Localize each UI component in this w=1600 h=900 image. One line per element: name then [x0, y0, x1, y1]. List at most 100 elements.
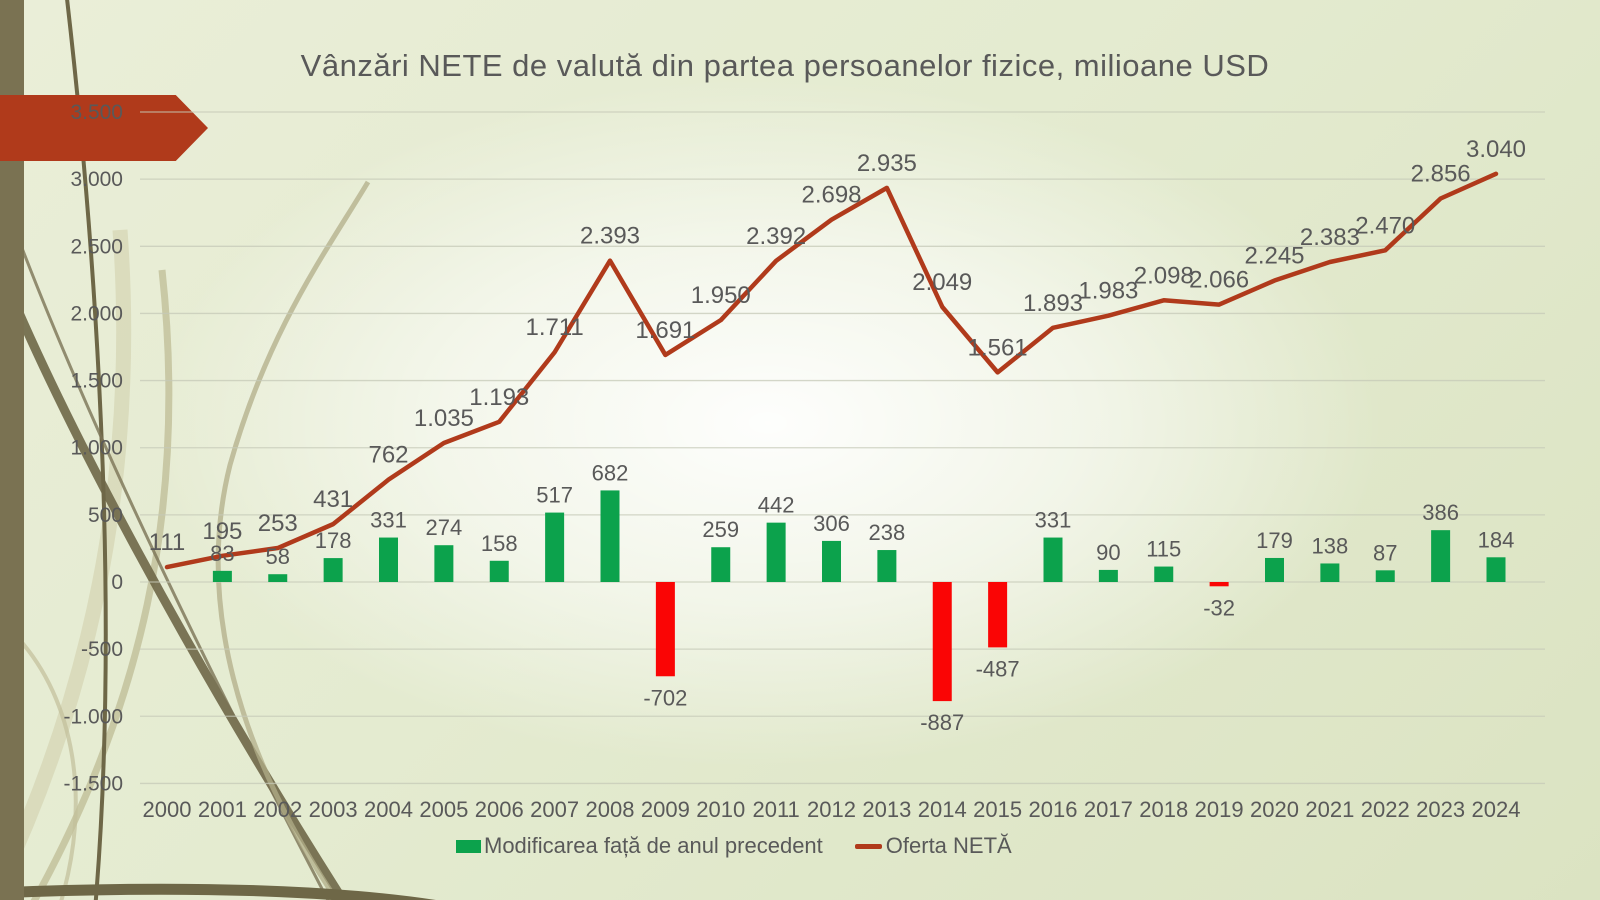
bar-label: -32 — [1203, 595, 1235, 620]
line-label: 3.040 — [1466, 136, 1526, 163]
y-tick-label: -1.000 — [63, 705, 123, 728]
bar-label: 178 — [315, 528, 352, 553]
line-label: 111 — [149, 529, 185, 556]
line-label: 1.893 — [1023, 290, 1083, 317]
chart-title: Vânzări NETE de valută din partea persoa… — [300, 48, 1270, 83]
x-tick-label: 2018 — [1139, 797, 1188, 822]
line-label: 2.392 — [746, 223, 806, 250]
bar-2008 — [600, 490, 620, 582]
line-label: 2.470 — [1355, 212, 1415, 239]
x-tick-label: 2007 — [530, 797, 579, 822]
bar-label: 83 — [210, 541, 234, 566]
bar-2016 — [1043, 537, 1063, 582]
bar-2023 — [1431, 530, 1451, 582]
legend-bar-label: Modificarea față de anul precedent — [484, 833, 823, 858]
x-tick-label: 2013 — [862, 797, 911, 822]
x-tick-label: 2015 — [973, 797, 1022, 822]
line-label: 1.691 — [635, 317, 695, 344]
x-tick-label: 2023 — [1416, 797, 1465, 822]
y-tick-label: -1.500 — [63, 772, 123, 795]
x-tick-label: 2020 — [1250, 797, 1299, 822]
line-label: 2.856 — [1411, 160, 1471, 187]
legend-bar-swatch-icon — [456, 839, 481, 853]
line-label: 2.935 — [857, 150, 917, 177]
bar-label: 386 — [1422, 500, 1459, 525]
x-tick-label: 2022 — [1361, 797, 1410, 822]
line-label: 1.983 — [1078, 278, 1138, 305]
legend-line-swatch-icon — [854, 843, 882, 849]
y-tick-label: 2.500 — [70, 235, 123, 258]
bar-label: 115 — [1146, 537, 1181, 562]
x-tick-label: 2002 — [253, 797, 302, 822]
bar-2020 — [1265, 557, 1284, 582]
line-label: 2.698 — [801, 182, 861, 209]
line-label: 253 — [258, 510, 298, 537]
y-tick-label: 500 — [88, 504, 123, 527]
x-tick-label: 2017 — [1084, 797, 1133, 822]
bar-label: 517 — [536, 483, 573, 508]
bar-label: 238 — [869, 520, 906, 545]
bar-label: 442 — [758, 493, 795, 518]
line-label: 2.098 — [1134, 262, 1194, 289]
bar-label: 158 — [481, 531, 518, 556]
bar-label: 274 — [426, 515, 463, 540]
x-tick-label: 2000 — [143, 797, 192, 822]
x-tick-label: 2024 — [1472, 797, 1521, 822]
line-label: 1.561 — [968, 334, 1028, 361]
x-tick-label: 2019 — [1195, 797, 1244, 822]
bar-label: -887 — [920, 710, 964, 735]
bar-label: 87 — [1373, 540, 1397, 565]
x-tick-label: 2005 — [419, 797, 468, 822]
line-label: 2.393 — [580, 223, 640, 250]
x-tick-label: 2012 — [807, 797, 856, 822]
bar-2015 — [988, 582, 1008, 648]
bar-label: 331 — [370, 508, 407, 533]
line-label: 2.383 — [1300, 224, 1360, 251]
y-tick-label: 3.000 — [70, 168, 123, 191]
line-label: 1.193 — [469, 384, 529, 411]
bar-2022 — [1375, 570, 1395, 582]
x-tick-label: 2011 — [752, 797, 799, 822]
x-tick-label: 2021 — [1305, 797, 1354, 822]
bar-2009 — [655, 582, 675, 677]
x-tick-label: 2003 — [309, 797, 358, 822]
x-tick-label: 2001 — [198, 797, 247, 822]
y-tick-label: 0 — [111, 571, 123, 594]
bar-2012 — [822, 540, 841, 582]
bar-2024 — [1486, 557, 1506, 582]
x-tick-label: 2006 — [475, 797, 524, 822]
x-tick-label: 2016 — [1029, 797, 1078, 822]
line-label: 2.049 — [912, 269, 972, 296]
bar-2017 — [1098, 569, 1118, 582]
bar-2021 — [1320, 563, 1340, 582]
net-supply-line — [164, 171, 1499, 570]
bar-label: 259 — [702, 517, 739, 542]
bar-2013 — [877, 550, 897, 582]
line-label: 1.035 — [414, 405, 474, 432]
legend-line-label: Oferta NETĂ — [885, 833, 1012, 858]
bar-2005 — [434, 545, 454, 582]
x-tick-label: 2009 — [641, 797, 690, 822]
bar-2004 — [379, 537, 398, 582]
bar-label: 306 — [813, 511, 850, 536]
y-tick-label: 1.000 — [70, 437, 123, 460]
bar-label: 179 — [1256, 528, 1293, 553]
bar-label: -487 — [976, 656, 1020, 681]
bar-2014 — [932, 582, 952, 702]
y-tick-label: -500 — [81, 638, 123, 661]
y-tick-label: 3.500 — [70, 101, 123, 124]
bar-label: -702 — [643, 685, 687, 710]
bar-2002 — [268, 574, 288, 582]
bar-label: 90 — [1096, 540, 1120, 565]
chart-legend: Modificarea față de anul precedent Ofert… — [456, 831, 1012, 861]
x-tick-label: 2014 — [918, 797, 967, 822]
bar-label: 682 — [592, 460, 629, 485]
bar-2019 — [1209, 582, 1229, 587]
y-tick-label: 2.000 — [70, 302, 123, 325]
bar-label: 138 — [1312, 533, 1349, 558]
x-tick-label: 2004 — [364, 797, 413, 822]
line-label: 2.245 — [1244, 243, 1304, 270]
bar-label: 331 — [1035, 508, 1072, 533]
